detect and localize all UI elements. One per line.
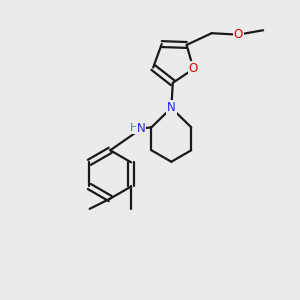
Text: O: O xyxy=(233,28,243,41)
Text: N: N xyxy=(167,101,176,114)
Text: H: H xyxy=(130,123,138,133)
Text: O: O xyxy=(189,62,198,75)
Text: N: N xyxy=(137,122,146,135)
